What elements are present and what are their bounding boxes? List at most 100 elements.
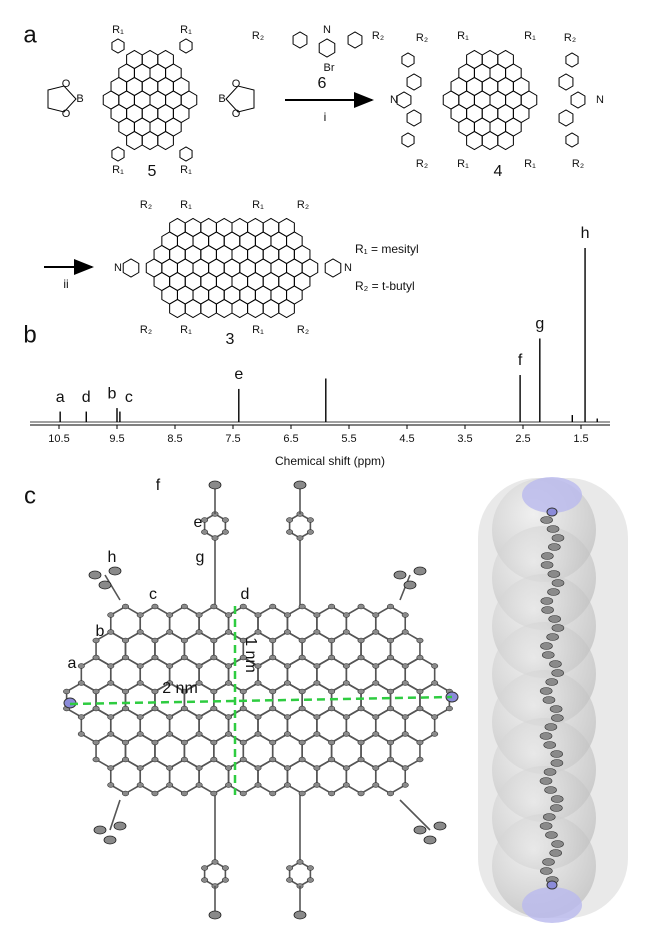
atom xyxy=(403,580,417,590)
atom xyxy=(77,663,85,669)
condition-label: i xyxy=(324,110,327,124)
atom xyxy=(225,663,233,669)
atom xyxy=(545,678,559,686)
condition-label: ii xyxy=(63,277,68,291)
ring xyxy=(292,31,308,49)
atom xyxy=(225,782,233,788)
atom xyxy=(313,782,321,788)
atom xyxy=(541,651,555,659)
ring xyxy=(169,298,186,319)
atom xyxy=(433,821,447,831)
atom-label: R₁ xyxy=(252,199,264,211)
atom xyxy=(201,877,209,883)
atom xyxy=(542,858,555,866)
atom xyxy=(401,629,409,635)
ring xyxy=(324,258,342,278)
atom-label: h xyxy=(108,549,117,566)
atom-label: R₂ xyxy=(140,324,152,336)
atom xyxy=(416,705,424,712)
atom-label: R₂ xyxy=(140,199,152,211)
atom-label: B xyxy=(76,93,83,105)
atom xyxy=(269,756,277,763)
atom xyxy=(551,624,565,632)
ring xyxy=(570,91,586,109)
atom xyxy=(313,680,321,686)
atom xyxy=(551,669,564,677)
atom xyxy=(431,714,439,720)
atom-label: R₁ xyxy=(112,24,124,36)
atom xyxy=(121,637,129,644)
atom xyxy=(269,603,277,610)
atom xyxy=(387,705,395,712)
bond-ring xyxy=(345,758,377,795)
atom xyxy=(283,731,291,737)
atom xyxy=(180,603,188,610)
atom-label: N xyxy=(114,262,122,274)
atom xyxy=(269,637,277,644)
atom xyxy=(298,739,306,746)
atom xyxy=(107,629,115,635)
atom xyxy=(92,637,100,644)
nitrogen-sphere xyxy=(522,887,582,923)
atom xyxy=(166,612,174,618)
atom xyxy=(401,714,409,720)
bond-ring xyxy=(316,758,348,795)
ring xyxy=(157,130,174,151)
atom xyxy=(328,637,336,644)
atom-label: R₂ xyxy=(416,158,428,170)
bond-ring xyxy=(203,513,227,539)
atom xyxy=(151,603,159,610)
atom xyxy=(416,756,424,763)
atom xyxy=(63,688,71,695)
atom xyxy=(239,790,247,797)
atom xyxy=(225,612,233,618)
atom xyxy=(551,579,565,587)
bond-ring xyxy=(286,758,318,795)
atom xyxy=(221,529,229,535)
atom xyxy=(221,877,229,883)
atom xyxy=(328,705,336,712)
atom xyxy=(92,756,100,763)
atom xyxy=(544,723,558,731)
atom xyxy=(151,756,159,763)
atom xyxy=(306,529,314,535)
ring xyxy=(200,298,217,319)
atom xyxy=(298,603,306,610)
atom xyxy=(548,615,561,623)
atom xyxy=(136,680,144,686)
atom xyxy=(298,637,306,644)
peak-label: b xyxy=(108,385,117,402)
atom xyxy=(286,517,294,523)
ring xyxy=(497,130,514,151)
bond-ring xyxy=(374,758,407,795)
atom-label: N xyxy=(323,24,331,36)
atom xyxy=(550,750,564,758)
atom xyxy=(210,637,218,644)
bond xyxy=(399,799,431,831)
scale-label: 2 nm xyxy=(162,680,198,697)
legend-text: R₁ = mesityl xyxy=(355,242,419,256)
panel-label: b xyxy=(23,321,36,348)
atom xyxy=(151,739,159,746)
atom-label: O xyxy=(62,78,71,90)
atom xyxy=(283,612,291,618)
atom xyxy=(540,516,553,524)
atom xyxy=(431,663,439,669)
ring xyxy=(406,109,422,127)
ring xyxy=(247,298,264,319)
bond-ring xyxy=(288,513,312,539)
atom xyxy=(357,739,365,746)
atom xyxy=(545,831,558,839)
atom xyxy=(543,768,557,776)
atom xyxy=(372,765,380,771)
atom-label: R₁ xyxy=(180,24,192,36)
atom xyxy=(239,688,247,695)
bond-ring xyxy=(203,861,227,887)
atom xyxy=(108,566,122,576)
atom xyxy=(107,782,115,788)
atom-label: O xyxy=(232,108,241,120)
atom xyxy=(372,629,380,635)
ring xyxy=(565,52,579,68)
atom xyxy=(541,606,554,614)
atom xyxy=(296,535,304,541)
